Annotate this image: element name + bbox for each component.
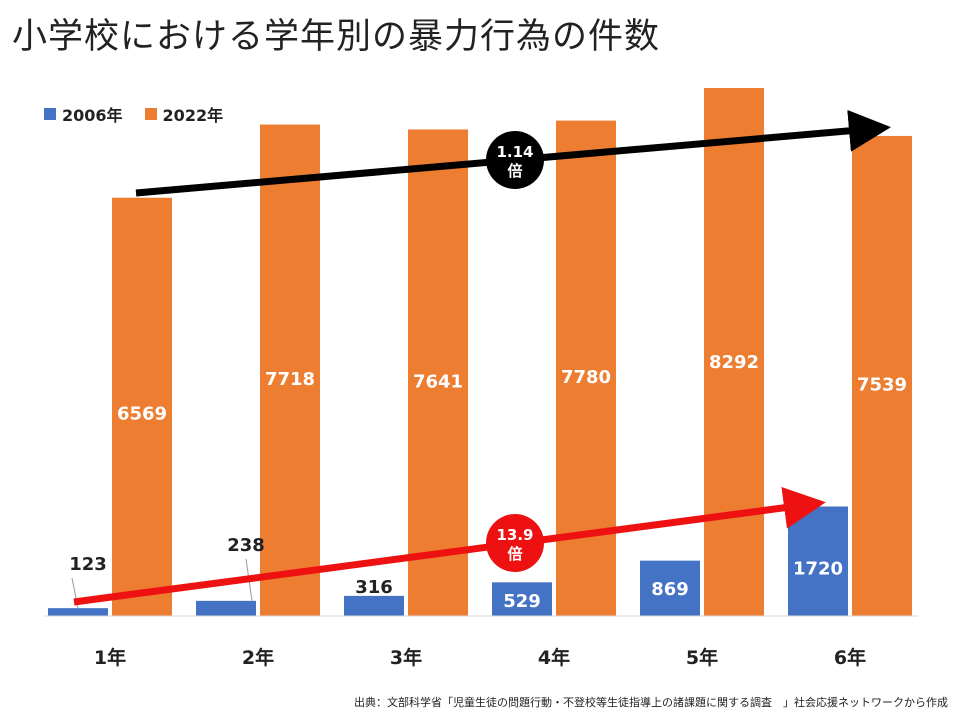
ratio-badge-unit-2022: 倍 xyxy=(507,162,522,180)
bar-2022-2 xyxy=(260,124,320,616)
chart-title: 小学校における学年別の暴力行為の件数 xyxy=(12,17,661,57)
data-labels: 6569 123 7718 238 7641 316 7780 529 8292 869 7539 1… xyxy=(69,352,907,612)
x-tick-label-1: 1年 xyxy=(94,646,126,669)
legend-label-2006: 2006年 xyxy=(62,106,123,125)
x-tick-labels: 1年 2年 3年 4年 5年 6年 xyxy=(94,646,866,669)
bar-2022-1 xyxy=(112,197,172,617)
bar-2006-1 xyxy=(48,608,108,616)
source-note: 出典：文部科学省「児童生徒の問題行動・不登校等生徒指導上の諸課題に関する調査 」… xyxy=(354,696,948,709)
bar-2006-4 xyxy=(492,582,552,616)
x-tick-label-2: 2年 xyxy=(242,646,274,669)
ratio-badge-2006 xyxy=(486,514,544,572)
data-label-2006-4: 529 xyxy=(503,591,541,612)
bar-2022-5 xyxy=(704,88,764,616)
data-label-2006-1: 123 xyxy=(69,554,107,575)
legend-item-2022: 2022年 xyxy=(144,102,224,126)
trend-arrow-2006 xyxy=(73,486,826,606)
data-label-2022-4: 7780 xyxy=(561,367,611,388)
data-label-2006-6: 1720 xyxy=(793,558,843,579)
data-label-2022-5: 8292 xyxy=(709,352,759,373)
ratio-badge-unit-2006: 倍 xyxy=(507,545,522,563)
legend-swatch-2022 xyxy=(144,108,157,120)
legend-swatch-2006 xyxy=(44,108,56,120)
ratio-badge-2022 xyxy=(486,131,544,189)
bar-2006-2 xyxy=(196,600,256,616)
legend-label-2022: 2022年 xyxy=(162,106,224,125)
data-label-2006-5: 869 xyxy=(651,579,689,600)
x-tick-label-6: 6年 xyxy=(834,646,866,669)
bar-2006-3 xyxy=(344,595,404,616)
legend-item-2006: 2006年 xyxy=(44,102,123,126)
x-tick-label-5: 5年 xyxy=(686,646,718,669)
x-tick-label-4: 4年 xyxy=(538,646,570,669)
legend: 2006年 2022年 xyxy=(44,102,223,126)
data-label-2006-3: 316 xyxy=(355,577,393,598)
data-label-2022-2: 7718 xyxy=(265,369,315,390)
bar-2022-3 xyxy=(408,129,468,616)
ratio-badge-value-2022: 1.14 xyxy=(496,143,533,161)
bars-group xyxy=(48,88,912,617)
bar-2022-6 xyxy=(852,135,912,616)
data-label-2022-1: 6569 xyxy=(117,403,167,424)
x-tick-label-3: 3年 xyxy=(390,646,422,669)
data-label-2022-3: 7641 xyxy=(413,371,463,392)
ratio-badge-value-2006: 13.9 xyxy=(496,526,533,544)
data-label-2006-2: 238 xyxy=(227,535,265,556)
bar-2006-5 xyxy=(640,560,700,616)
data-label-2022-6: 7539 xyxy=(857,374,907,395)
